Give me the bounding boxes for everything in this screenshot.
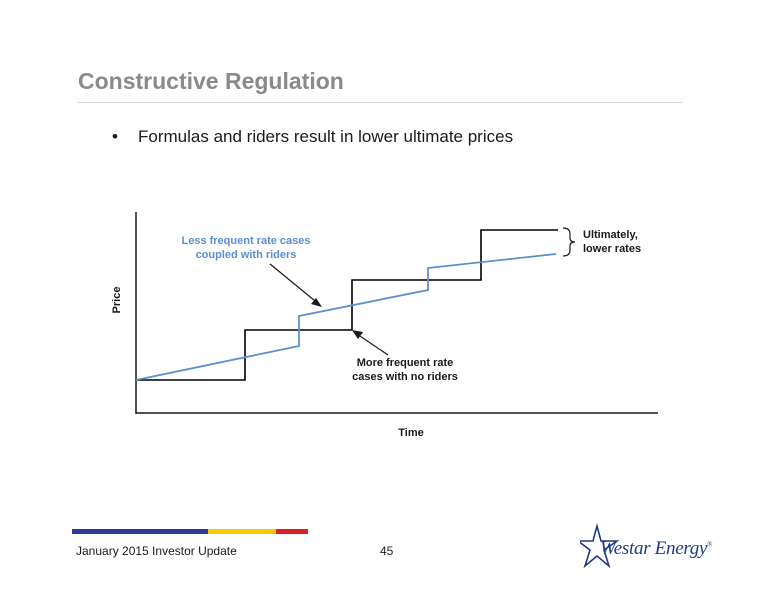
black-line-label-line2: cases with no riders (352, 371, 458, 383)
blue-arrowhead-icon (311, 298, 322, 307)
bracket-label-line1: Ultimately, (583, 229, 638, 241)
bullet-marker: • (112, 127, 118, 146)
black-step-line (136, 229, 558, 381)
y-axis-label: Price (111, 287, 123, 314)
black-line-label-line1: More frequent rate (357, 357, 454, 369)
blue-line-label-line2: coupled with riders (196, 249, 297, 261)
registered-mark: ® (707, 540, 713, 549)
bracket-icon (562, 227, 576, 257)
title-divider (78, 102, 682, 103)
blue-rider-line (135, 253, 557, 381)
blue-annotation-arrow (269, 263, 321, 306)
bullet-text: Formulas and riders result in lower ulti… (138, 127, 514, 146)
star-icon (580, 522, 620, 569)
footer-bar-yellow (208, 529, 276, 534)
black-arrowhead-icon (352, 330, 363, 339)
logo-text: Westar Energy (600, 538, 708, 559)
x-axis-label: Time (398, 427, 423, 439)
page-number: 45 (380, 544, 394, 558)
footer-bar-red (276, 529, 308, 534)
bullet-item: • Formulas and riders result in lower ul… (112, 127, 513, 147)
blue-line-label-line1: Less frequent rate cases (181, 235, 310, 247)
footer-bar-blue (72, 529, 208, 534)
bracket-label-line2: lower rates (583, 243, 641, 255)
logo-wordmark: Westar Energy® (600, 538, 712, 560)
slide-title: Constructive Regulation (78, 68, 344, 94)
footer-text: January 2015 Investor Update (76, 544, 237, 558)
company-logo: Westar Energy® (580, 522, 716, 570)
